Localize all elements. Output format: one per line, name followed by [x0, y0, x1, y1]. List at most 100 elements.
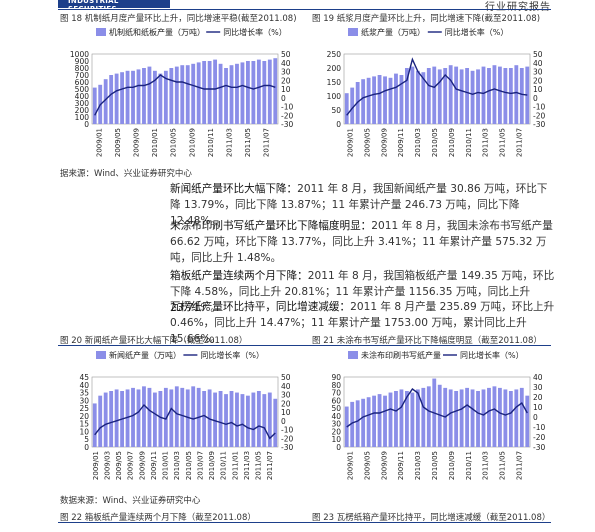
growth-line [346, 57, 528, 116]
y-tick-right: 30 [533, 68, 543, 77]
bar [361, 79, 366, 124]
paragraph-title: 新闻纸产量环比大幅下降： [170, 183, 298, 195]
bar [415, 70, 420, 124]
bar [158, 391, 163, 447]
x-tick: 2010/05 [431, 451, 439, 480]
legend-label: 同比增长率（%） [223, 27, 287, 37]
x-tick: 2009/07 [127, 451, 135, 480]
y-tick-left: 0 [84, 443, 89, 452]
y-tick-right: 10 [533, 403, 543, 412]
x-tick: 2009/09 [138, 451, 146, 480]
bar [131, 387, 135, 447]
y-tick-left: 0 [336, 120, 341, 129]
bar [103, 79, 108, 124]
bar [372, 395, 377, 447]
bar [273, 398, 278, 447]
bar [169, 68, 174, 124]
x-tick: 2011/03 [226, 128, 234, 157]
y-tick-right: 40 [533, 59, 543, 68]
bar [377, 75, 382, 124]
y-tick-right: -10 [281, 426, 293, 435]
bar [344, 93, 349, 124]
y-tick-left: 40 [331, 412, 341, 421]
bar [136, 389, 141, 447]
bar [476, 391, 480, 447]
x-tick: 2009/01 [347, 128, 355, 157]
y-tick-right: -20 [281, 434, 293, 443]
bar [152, 392, 157, 447]
y-tick-right: -30 [281, 443, 293, 452]
bar [235, 392, 239, 447]
y-tick-left: 5 [84, 435, 89, 444]
plot-frame [343, 53, 531, 125]
legend-label: 纸浆产量（万吨） [361, 27, 425, 37]
paragraph-title: 瓦楞纸产量环比持平，同比增速减缓： [170, 301, 351, 313]
y-tick-right: 50 [281, 50, 291, 59]
bar [459, 389, 464, 447]
y-tick-left: 1000 [70, 50, 89, 59]
bar [394, 73, 398, 124]
chart-f20: 新闻纸产量（万吨） 同比增长率（%） 45 40 35 30 25 20 15 10 5 0 50 40 3… [58, 347, 304, 489]
y-tick-right: 10 [281, 408, 291, 417]
x-tick: 2010/11 [220, 451, 228, 480]
x-tick: 2010/05 [185, 451, 193, 480]
x-tick: 2010/03 [173, 451, 181, 480]
bar [152, 70, 157, 124]
figure-22-caption: 图 22 箱板纸产量连续两个月下降（截至2011.08） [60, 513, 256, 523]
bar [218, 391, 223, 447]
growth-line [346, 388, 528, 428]
plot-frame [343, 376, 531, 448]
x-tick: 2009/05 [363, 451, 371, 480]
bar [202, 61, 207, 124]
y-tick-right: -20 [281, 111, 293, 120]
y-tick-right: 20 [281, 76, 291, 85]
y-tick-left: 50 [331, 404, 341, 413]
bar [256, 59, 261, 124]
bar [142, 68, 146, 124]
header-rule [58, 9, 551, 10]
y-tick-left: 40 [79, 381, 89, 390]
x-tick: 2011/03 [482, 451, 490, 480]
bar [229, 65, 234, 124]
bar [426, 386, 431, 447]
chart-f18: 机制纸和纸板产量（万吨） 同比增长率（%） 1000 900 800 700 600 500 4… [58, 24, 304, 166]
bar [92, 87, 97, 124]
y-tick-right: 20 [533, 393, 543, 402]
y-tick-left: 800 [75, 64, 90, 73]
y-tick-left: 70 [331, 389, 341, 398]
x-tick: 2010/11 [465, 128, 473, 157]
y-tick-right: 20 [281, 399, 291, 408]
bar [267, 59, 272, 124]
y-tick-right: -10 [533, 423, 545, 432]
bar [125, 70, 130, 124]
bar [497, 387, 502, 447]
legend-bar-swatch [348, 28, 358, 36]
paragraph-body: 2011 年 8 月，我国箱板纸产量 149.35 万吨，环比下降 4.58%，… [170, 270, 555, 314]
x-tick: 2010/05 [170, 128, 178, 157]
bar [92, 403, 97, 447]
bar [503, 389, 508, 447]
plot-frame [91, 53, 279, 125]
bar [487, 387, 491, 447]
bar [410, 392, 415, 447]
bar [245, 61, 250, 124]
x-tick: 2010/09 [448, 128, 456, 157]
y-tick-right: 30 [281, 68, 291, 77]
bar [142, 386, 146, 447]
bar [273, 58, 278, 125]
bar [465, 387, 470, 447]
legend-label: 机制纸和纸板产量（万吨） [109, 27, 205, 37]
y-tick-right: -20 [533, 433, 545, 442]
bar [180, 387, 185, 447]
bar [459, 69, 464, 124]
bar [404, 391, 409, 447]
x-tick: 2010/11 [207, 128, 215, 157]
bar [514, 65, 519, 124]
x-tick: 2010/09 [208, 451, 216, 480]
bar [262, 394, 267, 447]
bar [229, 391, 234, 447]
y-tick-left: 200 [75, 106, 90, 115]
y-tick-left: 10 [79, 427, 89, 436]
y-tick-left: 30 [331, 420, 341, 429]
y-tick-left: 10 [331, 435, 341, 444]
